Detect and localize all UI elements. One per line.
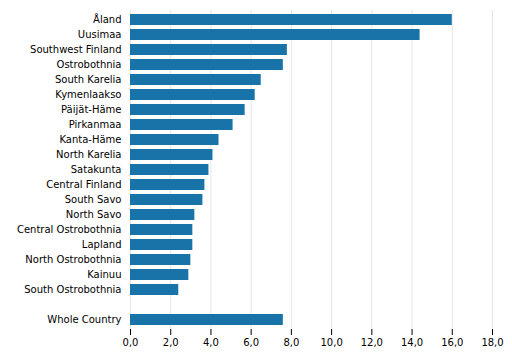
svg-text:Central Finland: Central Finland [46, 179, 121, 190]
svg-text:Päijät-Häme: Päijät-Häme [61, 104, 121, 115]
svg-text:14,0: 14,0 [401, 337, 423, 348]
svg-text:0,0: 0,0 [123, 337, 139, 348]
svg-text:North Savo: North Savo [66, 209, 122, 220]
svg-text:18,0: 18,0 [481, 337, 503, 348]
svg-text:Åland: Åland [93, 13, 121, 25]
svg-text:South Karelia: South Karelia [55, 74, 121, 85]
svg-text:Southwest Finland: Southwest Finland [30, 44, 121, 55]
svg-text:12,0: 12,0 [361, 337, 383, 348]
svg-text:6,0: 6,0 [243, 337, 259, 348]
svg-text:Central Ostrobothnia: Central Ostrobothnia [17, 224, 122, 235]
svg-text:Ostrobothnia: Ostrobothnia [57, 59, 122, 70]
svg-text:South Savo: South Savo [65, 194, 122, 205]
svg-text:2,0: 2,0 [163, 337, 179, 348]
svg-text:Uusimaa: Uusimaa [78, 29, 122, 40]
svg-text:4,0: 4,0 [203, 337, 219, 348]
svg-text:Kymenlaakso: Kymenlaakso [55, 89, 121, 100]
svg-text:Satakunta: Satakunta [71, 164, 122, 175]
svg-text:Kanta-Häme: Kanta-Häme [59, 134, 121, 145]
svg-text:North Karelia: North Karelia [56, 149, 121, 160]
svg-text:Kainuu: Kainuu [87, 269, 121, 280]
svg-text:16,0: 16,0 [441, 337, 463, 348]
svg-text:North Ostrobothnia: North Ostrobothnia [25, 254, 121, 265]
svg-text:10,0: 10,0 [320, 337, 342, 348]
svg-text:8,0: 8,0 [283, 337, 299, 348]
svg-text:Lapland: Lapland [82, 239, 122, 250]
svg-text:Pirkanmaa: Pirkanmaa [69, 119, 122, 130]
svg-text:South Ostrobothnia: South Ostrobothnia [24, 284, 121, 295]
svg-text:Whole Country: Whole Country [47, 314, 121, 325]
